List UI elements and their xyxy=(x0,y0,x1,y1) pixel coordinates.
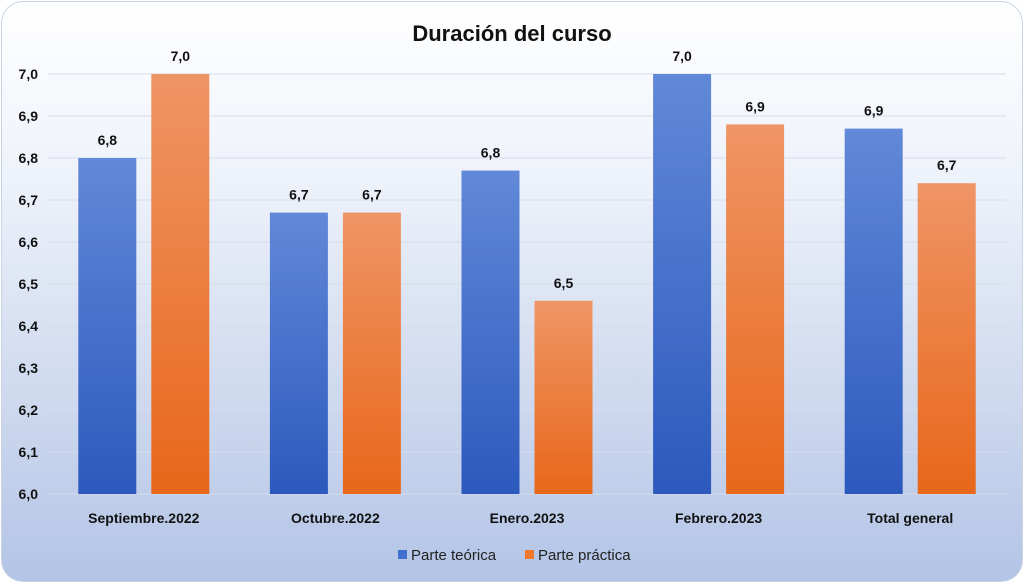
bar-parte-teorica xyxy=(269,212,328,494)
bar-parte-practica xyxy=(726,124,785,495)
data-label: 6,9 xyxy=(745,98,765,114)
y-tick-label: 6,8 xyxy=(19,150,39,166)
data-label: 6,7 xyxy=(289,187,309,203)
data-label: 7,0 xyxy=(171,48,191,64)
y-tick-label: 6,0 xyxy=(19,486,39,502)
data-label: 6,7 xyxy=(937,157,957,173)
y-tick-label: 6,9 xyxy=(19,108,39,124)
bar-parte-practica xyxy=(534,300,593,494)
y-tick-label: 6,6 xyxy=(19,234,39,250)
bar-parte-practica xyxy=(342,212,401,494)
y-tick-label: 6,1 xyxy=(19,444,39,460)
bar-parte-teorica xyxy=(461,170,520,494)
y-tick-label: 6,4 xyxy=(19,318,39,334)
data-labels: 6,8 7,0 6,7 6,7 6,8 6,5 7,0 6,9 6,9 6,7 xyxy=(98,48,957,291)
data-label: 6,7 xyxy=(362,187,382,203)
legend-swatch-parte-practica xyxy=(525,550,534,559)
data-label: 6,5 xyxy=(554,275,574,291)
x-category-label: Septiembre.2022 xyxy=(88,510,199,526)
legend-label: Parte práctica xyxy=(538,547,631,564)
data-label: 6,8 xyxy=(481,145,501,161)
data-label: 6,9 xyxy=(864,103,884,119)
y-axis-ticks: 6,0 6,1 6,2 6,3 6,4 6,5 6,6 6,7 6,8 6,9 7,0 xyxy=(19,66,39,502)
y-tick-label: 7,0 xyxy=(19,66,39,82)
legend-label: Parte teórica xyxy=(411,547,497,564)
data-label: 7,0 xyxy=(672,48,692,64)
legend-swatch-parte-teorica xyxy=(398,550,407,559)
bar-parte-teorica xyxy=(653,74,712,494)
bar-parte-teorica xyxy=(844,128,903,494)
bar-parte-practica xyxy=(917,183,976,494)
bars xyxy=(78,74,976,495)
x-category-label: Octubre.2022 xyxy=(291,510,380,526)
y-tick-label: 6,7 xyxy=(19,192,39,208)
x-axis-categories: Septiembre.2022 Octubre.2022 Enero.2023 Feb… xyxy=(88,510,953,526)
legend: Parte teórica Parte práctica xyxy=(398,547,631,564)
x-category-label: Total general xyxy=(867,510,953,526)
bar-parte-practica xyxy=(151,74,210,494)
y-tick-label: 6,5 xyxy=(19,276,39,292)
y-tick-label: 6,3 xyxy=(19,360,39,376)
data-label: 6,8 xyxy=(98,132,118,148)
x-category-label: Febrero.2023 xyxy=(675,510,762,526)
y-tick-label: 6,2 xyxy=(19,402,39,418)
chart-title: Duración del curso xyxy=(412,21,611,46)
bar-parte-teorica xyxy=(78,158,137,494)
x-category-label: Enero.2023 xyxy=(490,510,565,526)
